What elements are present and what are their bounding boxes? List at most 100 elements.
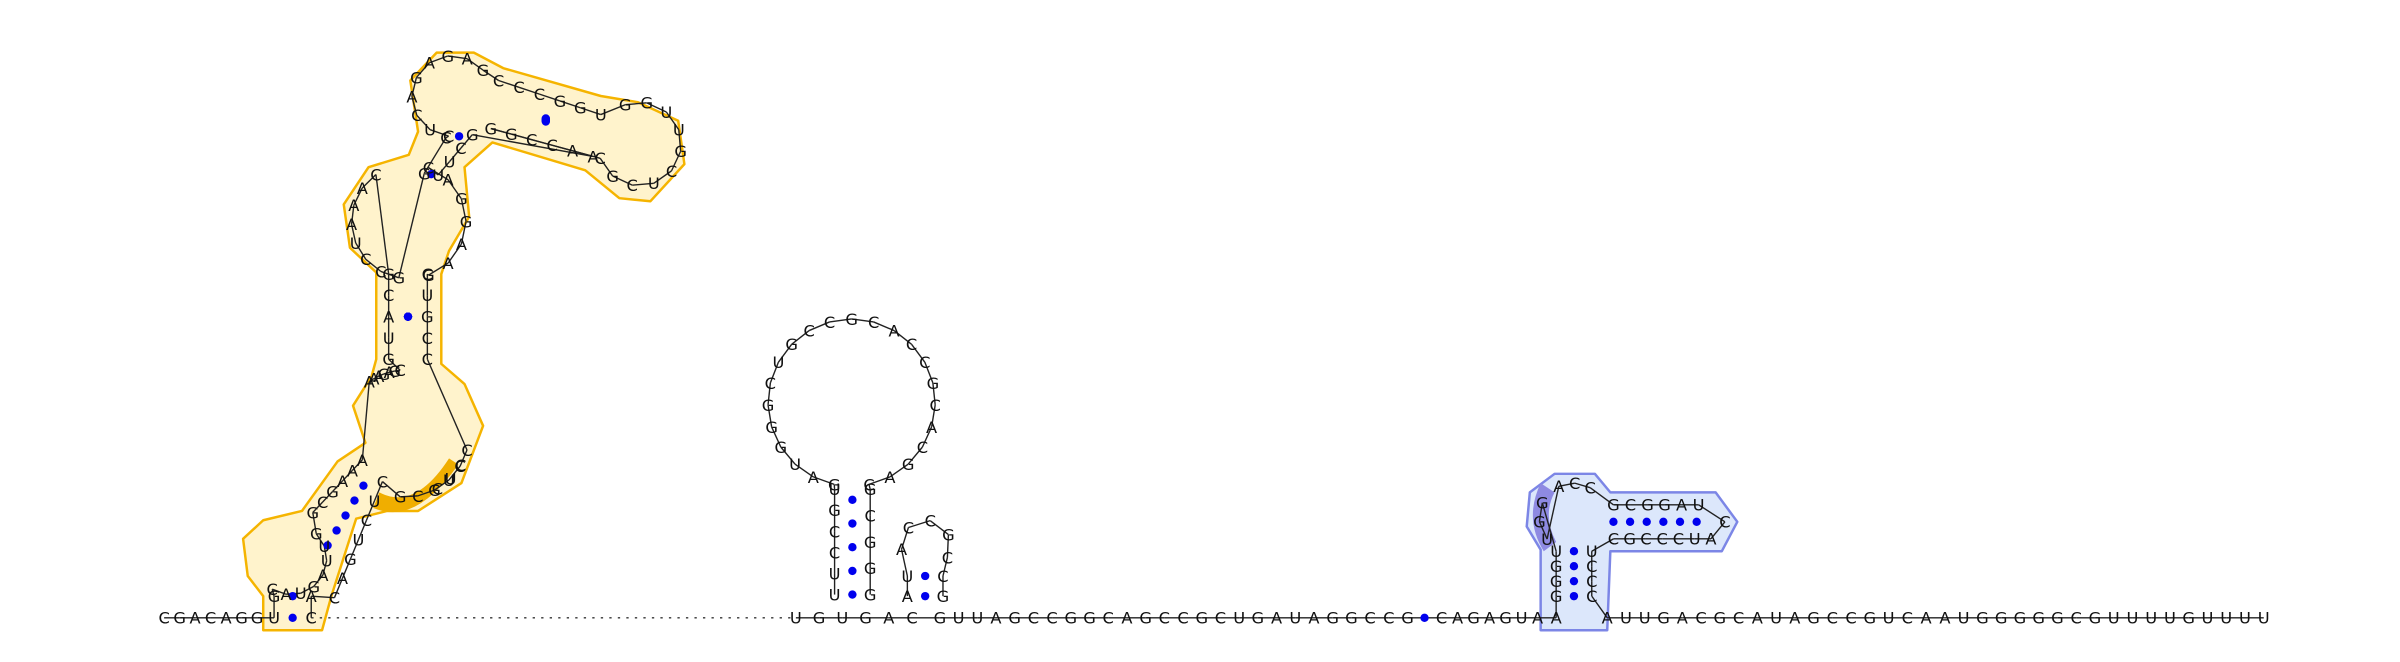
side-loop-nucleotide: C	[903, 518, 914, 537]
orange-hairpin-nucleotide: C	[595, 149, 606, 168]
orange-stem-nucleotide: C	[377, 472, 388, 491]
orange-stem-nucleotide: U	[369, 492, 381, 511]
baseline-nucleotide: C	[1695, 609, 1706, 628]
backbone-link	[769, 361, 780, 384]
baseline-nucleotide: G	[1008, 609, 1021, 628]
orange-loop-nucleotide: G	[428, 481, 441, 500]
backbone-link	[448, 465, 461, 481]
baseline-nucleotide: C	[906, 609, 917, 628]
base-pair-dot	[1569, 591, 1579, 601]
blue-stem-nucleotide: C	[1586, 557, 1597, 576]
baseline-nucleotide: A	[1602, 609, 1613, 628]
baseline-nucleotide: U	[1620, 609, 1632, 628]
base-pair-dot	[1569, 562, 1579, 571]
baseline-nucleotide: U	[2145, 609, 2157, 628]
center-loop-nucleotide: G	[762, 396, 775, 415]
orange-stem-nucleotide: C	[361, 511, 372, 530]
backbone-link	[449, 147, 462, 162]
orange-loop-nucleotide: G	[455, 190, 468, 209]
backbone-link	[900, 527, 910, 550]
blue-stem-nucleotide: U	[1550, 542, 1562, 561]
orange-stem-nucleotide: G	[554, 92, 567, 111]
base-pair-dot	[1609, 517, 1618, 526]
backbone-link	[889, 463, 909, 478]
orange-loop-nucleotide: A	[346, 215, 357, 234]
side-loop-nucleotide: C	[942, 548, 953, 567]
blue-arm-nucleotide: C	[1608, 530, 1619, 549]
backbone-link	[1538, 521, 1548, 540]
base-pair-dot	[848, 590, 857, 599]
backbone-link	[612, 175, 633, 186]
side-loop-nucleotide: A	[896, 540, 907, 559]
baseline-nucleotide: C	[1383, 609, 1394, 628]
orange-hairpin-nucleotide: G	[674, 142, 687, 161]
orange-loop-nucleotide: C	[360, 250, 371, 269]
blue-arm-nucleotide: G	[1658, 496, 1671, 515]
backbone-link	[678, 129, 682, 152]
center-loop-nucleotide: G	[775, 438, 788, 457]
orange-loop-nucleotide: G	[466, 126, 479, 145]
base-pair-dot	[848, 543, 857, 552]
backbone-link	[434, 479, 450, 491]
orange-loop-nucleotide: G	[441, 47, 454, 66]
blue-arm-nucleotide: C	[1657, 530, 1668, 549]
orange-loop-nucleotide: U	[318, 537, 330, 556]
backbone-link	[373, 375, 380, 380]
blue-arm-nucleotide: A	[1705, 530, 1716, 549]
center-stem-nucleotide: G	[864, 559, 877, 578]
blue-loop-nucleotide: G	[1536, 494, 1549, 513]
orange-loop-nucleotide: G	[388, 362, 401, 381]
orange-loop-nucleotide: A	[462, 50, 473, 69]
backbone-link	[411, 77, 418, 97]
orange-stem-nucleotide: G	[326, 482, 339, 501]
backbone-link	[490, 127, 601, 159]
backbone-link	[924, 361, 934, 384]
baseline-nucleotide: G	[1401, 609, 1414, 628]
base-pair-dot	[359, 481, 368, 490]
baseline-nucleotide: C	[1159, 609, 1170, 628]
backbone-link	[1546, 486, 1560, 540]
backbone-link	[323, 546, 328, 561]
blue-arm-nucleotide: C	[1719, 513, 1730, 532]
backbone-link	[942, 557, 949, 577]
orange-loop-nucleotide: A	[280, 585, 291, 604]
small-loop-nucleotide: G	[1499, 609, 1512, 628]
center-loop-nucleotide: G	[845, 310, 858, 329]
center-loop-nucleotide: C	[863, 475, 874, 494]
backbone-link	[382, 481, 401, 498]
center-loop-nucleotide: U	[789, 455, 801, 474]
side-loop-nucleotide: G	[942, 525, 955, 544]
orange-stem-nucleotide: G	[382, 350, 395, 369]
baseline-nucleotide: C	[1046, 609, 1057, 628]
orange-stem-nucleotide: C	[422, 265, 433, 284]
orange-stem-nucleotide: C	[440, 129, 451, 148]
orange-loop-nucleotide: A	[357, 179, 368, 198]
orange-stem-nucleotide: G	[382, 265, 395, 284]
backbone-link	[311, 595, 335, 599]
center-loop-nucleotide: G	[828, 475, 841, 494]
orange-loop-nucleotide: C	[454, 457, 465, 476]
baseline-nucleotide: U	[268, 609, 280, 628]
backbone-link	[767, 404, 773, 428]
orange-loop-nucleotide: A	[364, 372, 375, 391]
blue-stem-nucleotide: G	[1550, 572, 1563, 591]
backbone-link	[794, 463, 814, 478]
orange-loop-nucleotide: U	[443, 471, 455, 490]
orange-stem-nucleotide: A	[337, 569, 348, 588]
side-stem-nucleotide: G	[937, 587, 950, 606]
orange-hairpin-nucleotide: U	[660, 103, 672, 122]
backbone-link	[1574, 482, 1591, 489]
orange-stem-nucleotide: G	[485, 119, 498, 138]
baseline-nucleotide: G	[859, 609, 872, 628]
blue-loop-nucleotide: A	[1553, 477, 1564, 496]
backbone-link	[932, 382, 936, 406]
baseline-nucleotide: C	[1028, 609, 1039, 628]
baseline-nucleotide: G	[251, 609, 264, 628]
blue-domain-highlight	[1525, 472, 1739, 632]
center-loop-nucleotide: C	[906, 335, 917, 354]
small-loop-nucleotide: A	[1452, 609, 1463, 628]
baseline-nucleotide: U	[2108, 609, 2120, 628]
baseline-nucleotide: A	[221, 609, 232, 628]
blue-stem-nucleotide: G	[1550, 587, 1563, 606]
